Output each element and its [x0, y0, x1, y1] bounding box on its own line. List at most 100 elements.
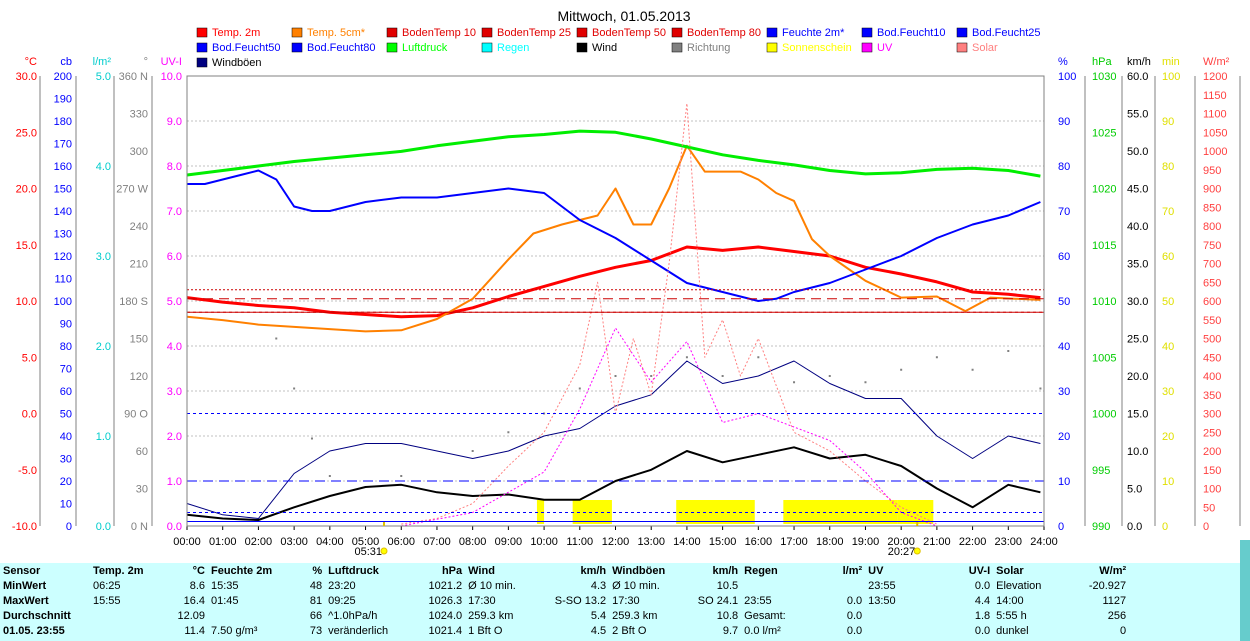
stats-cell: Elevation	[996, 579, 1042, 592]
axis-tick-hum: 60	[1058, 251, 1070, 263]
axis-tick-cb: 60	[60, 386, 72, 398]
axis-unit-solar: W/m²	[1203, 56, 1230, 68]
legend-label: Bod.Feucht10	[877, 27, 946, 39]
axis-tick-wind: 0.0	[1127, 521, 1142, 533]
axis-tick-dir: 330	[130, 109, 148, 121]
axis-tick-cb: 200	[54, 71, 72, 83]
axis-tick-press: 1005	[1092, 352, 1116, 364]
stats-cell: 73	[309, 624, 323, 637]
series-richtung-point	[543, 412, 546, 415]
x-tick-label: 05:00	[352, 536, 380, 548]
legend-label: BodenTemp 25	[497, 27, 571, 39]
stats-cell: 01:45	[211, 594, 239, 607]
axis-tick-dir: 60	[136, 446, 148, 458]
x-tick-label: 06:00	[387, 536, 415, 548]
right-axes: %1009080706050403020100hPa10301025102010…	[1058, 56, 1241, 533]
statistics-panel: Sensor Temp. 2m °C Feuchte 2m% Luftdruck hPa W…	[0, 563, 1240, 641]
axis-tick-uv: 10.0	[161, 71, 182, 83]
axis-tick-dir: 0 N	[131, 521, 148, 533]
axis-tick-solar: 700	[1203, 259, 1221, 271]
axis-tick-solar: 900	[1203, 184, 1221, 196]
axis-tick-solar: 600	[1203, 296, 1221, 308]
x-tick-label: 07:00	[423, 536, 451, 548]
stats-cell: 12.09	[177, 609, 205, 622]
legend-swatch	[386, 27, 398, 38]
axis-tick-cb: 110	[54, 274, 72, 286]
x-axis: 00:00 01:00 02:00 03:00 04:00 05:00 06:00 07:00…	[173, 522, 1058, 558]
stats-cell	[90, 623, 152, 638]
axis-tick-temp: -10.0	[12, 521, 37, 533]
axis-tick-dir: 120	[130, 371, 148, 383]
axis-tick-solar: 50	[1203, 502, 1215, 514]
stats-cell: 23:55	[868, 579, 896, 592]
axis-tick-uv: 0.0	[167, 521, 182, 533]
legend-label: Feuchte 2m*	[782, 27, 845, 39]
stats-cell: 1024.0	[428, 609, 463, 622]
x-tick-label: 15:00	[709, 536, 737, 548]
stats-cell: 06:25	[93, 579, 121, 592]
axis-tick-press: 1020	[1092, 184, 1116, 196]
axis-tick-cb: 170	[54, 139, 72, 151]
stats-cell: 66	[309, 609, 323, 622]
axis-tick-cb: 10	[60, 499, 72, 511]
x-tick-label: 19:00	[852, 536, 880, 548]
axis-tick-wind: 55.0	[1127, 109, 1148, 121]
scrollbar[interactable]	[1240, 540, 1250, 641]
axis-tick-wind: 25.0	[1127, 334, 1148, 346]
axis-tick-solar: 1200	[1203, 71, 1227, 83]
axis-tick-cb: 80	[60, 341, 72, 353]
stats-row: Durchschnitt 12.09 66 ^1.0hPa/h 1024.0 259.3 …	[0, 608, 1129, 623]
x-tick-label: 11:00	[566, 536, 593, 548]
axis-tick-uv: 4.0	[167, 341, 182, 353]
series-richtung-point	[721, 375, 724, 377]
axis-tick-rain: 4.0	[96, 161, 111, 173]
legend-swatch	[481, 27, 493, 38]
stats-header-cell: W/m²	[1099, 564, 1127, 577]
axis-tick-press: 1030	[1092, 71, 1116, 83]
stats-cell: Gesamt:	[744, 609, 786, 622]
series-richtung-point	[293, 387, 296, 390]
stats-cell	[813, 578, 865, 593]
axis-tick-rain: 2.0	[96, 341, 111, 353]
axis-tick-min: 70	[1162, 206, 1174, 218]
axis-tick-cb: 160	[54, 161, 72, 173]
stats-cell	[90, 608, 152, 623]
axis-tick-uv: 5.0	[167, 296, 182, 308]
stats-cell: 5:55 h	[996, 609, 1027, 622]
axis-tick-solar: 1150	[1203, 90, 1227, 102]
stats-cell: 81	[309, 594, 323, 607]
stats-cell: -20.927	[1088, 579, 1127, 592]
axis-tick-temp: 5.0	[22, 352, 37, 364]
series-luftdruck	[186, 129, 1041, 178]
axis-tick-wind: 50.0	[1127, 146, 1148, 158]
legend-swatch	[481, 42, 493, 53]
axis-tick-solar: 800	[1203, 221, 1221, 233]
stats-cell: 0.0	[974, 624, 991, 637]
sunrise-label: 05:31	[354, 546, 382, 558]
statistics-table: Sensor Temp. 2m °C Feuchte 2m% Luftdruck hPa W…	[0, 563, 1129, 638]
chart-title: Mittwoch, 01.05.2013	[557, 8, 690, 24]
axis-tick-cb: 180	[54, 116, 72, 128]
axis-tick-wind: 30.0	[1127, 296, 1148, 308]
stats-cell: SO 24.1	[697, 594, 739, 607]
axis-unit-wind: km/h	[1127, 56, 1151, 68]
x-tick-label: 13:00	[637, 536, 665, 548]
axis-tick-solar: 500	[1203, 334, 1221, 346]
legend-label: Regen	[497, 42, 529, 54]
stats-cell: 11.4	[184, 624, 205, 637]
axis-tick-temp: -5.0	[18, 465, 37, 477]
axis-tick-uv: 8.0	[167, 161, 182, 173]
stats-cell: 15:55	[93, 594, 121, 607]
axis-tick-rain: 3.0	[96, 251, 111, 263]
stats-header-cell: hPa	[441, 564, 463, 577]
axis-tick-dir: 270 W	[116, 184, 148, 196]
axis-tick-cb: 100	[54, 296, 72, 308]
series-richtung-point	[971, 368, 974, 371]
axis-tick-solar: 200	[1203, 446, 1221, 458]
legend-swatch	[671, 42, 683, 53]
axis-tick-temp: 0.0	[22, 409, 37, 421]
x-tick-label: 08:00	[459, 536, 487, 548]
legend-swatch	[291, 27, 303, 38]
stats-cell	[865, 608, 927, 623]
x-tick-label: 12:00	[602, 536, 630, 548]
